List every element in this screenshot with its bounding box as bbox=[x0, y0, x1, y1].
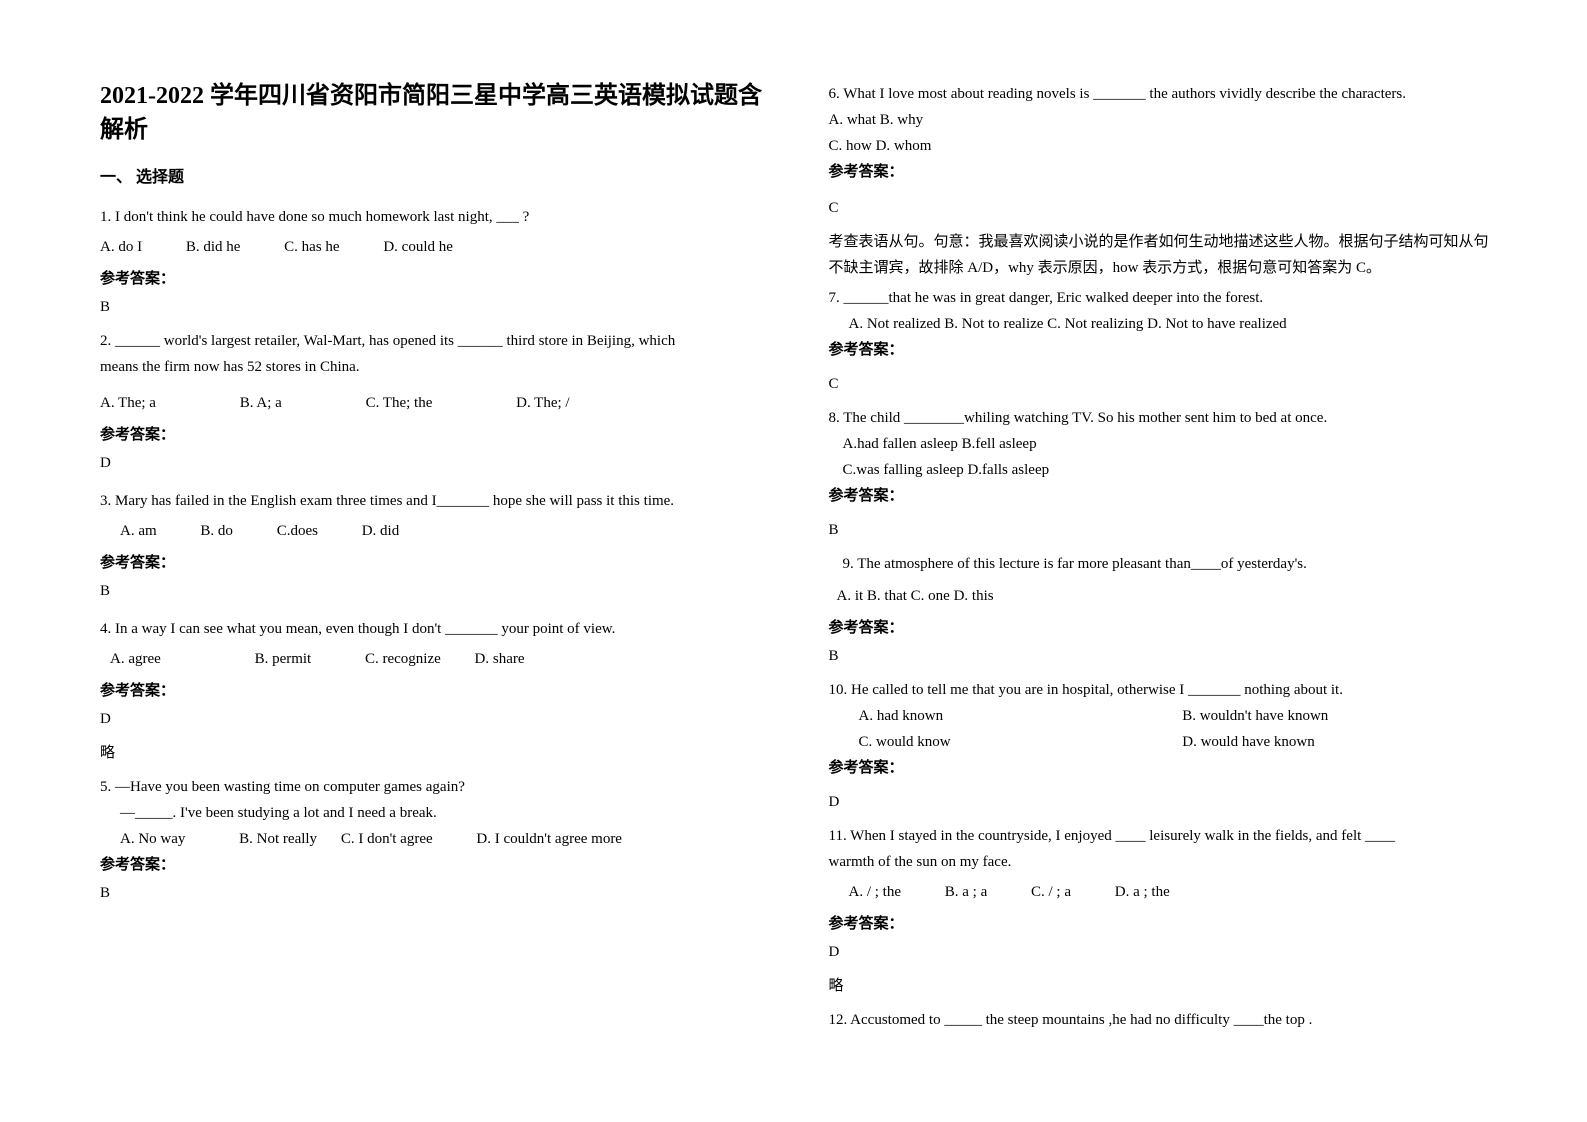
q10-answer: D bbox=[829, 790, 1508, 814]
q10-opts-row2: C. would know D. would have known bbox=[829, 730, 1508, 754]
q7-text: 7. ______that he was in great danger, Er… bbox=[829, 286, 1508, 310]
q4-options: A. agree B. permit C. recognize D. share bbox=[100, 647, 779, 671]
q1-opt-a: A. do I bbox=[100, 235, 142, 259]
q2-opt-b: B. A; a bbox=[240, 391, 282, 415]
q6-exp2: 不缺主谓宾，故排除 A/D，why 表示原因，how 表示方式，根据句意可知答案… bbox=[829, 256, 1508, 280]
q1-opt-b: B. did he bbox=[186, 235, 241, 259]
q12-text: 12. Accustomed to _____ the steep mounta… bbox=[829, 1008, 1508, 1032]
column-left: 2021-2022 学年四川省资阳市简阳三星中学高三英语模拟试题含解析 一、 选… bbox=[100, 80, 799, 1082]
q5-answer: B bbox=[100, 881, 779, 905]
q1-opt-c: C. has he bbox=[284, 235, 339, 259]
q4-opt-d: D. share bbox=[475, 647, 525, 671]
q3-opt-a: A. am bbox=[120, 519, 157, 543]
q9-answer-label: 参考答案： bbox=[829, 616, 1508, 640]
q4-note: 略 bbox=[100, 741, 779, 765]
q3-opt-b: B. do bbox=[200, 519, 233, 543]
q8-opts-b: C.was falling asleep D.falls asleep bbox=[829, 458, 1508, 482]
q5-opt-c: C. I don't agree bbox=[341, 831, 433, 847]
q4-text: 4. In a way I can see what you mean, eve… bbox=[100, 617, 779, 641]
q5-options: A. No way B. Not really C. I don't agree… bbox=[100, 827, 779, 851]
q1-opt-d: D. could he bbox=[383, 235, 453, 259]
q11-answer-label: 参考答案： bbox=[829, 912, 1508, 936]
q4-opt-b: B. permit bbox=[255, 647, 312, 671]
q11-opt-d: D. a ; the bbox=[1115, 880, 1170, 904]
q3-answer-label: 参考答案： bbox=[100, 551, 779, 575]
q10-opt-a: A. had known bbox=[829, 704, 1179, 728]
q11-note: 略 bbox=[829, 974, 1508, 998]
q7-answer: C bbox=[829, 372, 1508, 396]
q8-answer-label: 参考答案： bbox=[829, 484, 1508, 508]
q11-opt-b: B. a ; a bbox=[945, 880, 988, 904]
q4-answer: D bbox=[100, 707, 779, 731]
q2-opt-a: A. The; a bbox=[100, 391, 156, 415]
q1-options: A. do I B. did he C. has he D. could he bbox=[100, 235, 779, 259]
q6-opts-a: A. what B. why bbox=[829, 108, 1508, 132]
q2-options: A. The; a B. A; a C. The; the D. The; / bbox=[100, 391, 779, 415]
q5-text-b: —_____. I've been studying a lot and I n… bbox=[100, 801, 779, 825]
q2-answer-label: 参考答案： bbox=[100, 423, 779, 447]
q3-answer: B bbox=[100, 579, 779, 603]
q7-opts: A. Not realized B. Not to realize C. Not… bbox=[829, 312, 1508, 336]
q8-text: 8. The child ________whiling watching TV… bbox=[829, 406, 1508, 430]
q10-text: 10. He called to tell me that you are in… bbox=[829, 678, 1508, 702]
q5-opt-d: D. I couldn't agree more bbox=[476, 831, 622, 847]
q10-answer-label: 参考答案： bbox=[829, 756, 1508, 780]
doc-title: 2021-2022 学年四川省资阳市简阳三星中学高三英语模拟试题含解析 bbox=[100, 80, 779, 147]
q10-opt-b: B. wouldn't have known bbox=[1182, 708, 1328, 724]
column-right: 6. What I love most about reading novels… bbox=[799, 80, 1528, 1082]
q4-answer-label: 参考答案： bbox=[100, 679, 779, 703]
q11-text-a: 11. When I stayed in the countryside, I … bbox=[829, 824, 1508, 848]
q11-options: A. / ; the B. a ; a C. / ; a D. a ; the bbox=[829, 880, 1508, 904]
q2-opt-d: D. The; / bbox=[516, 391, 569, 415]
q11-opt-c: C. / ; a bbox=[1031, 880, 1071, 904]
q3-options: A. am B. do C.does D. did bbox=[100, 519, 779, 543]
q5-text-a: 5. —Have you been wasting time on comput… bbox=[100, 775, 779, 799]
section-heading: 一、 选择题 bbox=[100, 165, 779, 191]
q11-text-b: warmth of the sun on my face. bbox=[829, 850, 1508, 874]
q11-opt-a: A. / ; the bbox=[849, 880, 902, 904]
q7-answer-label: 参考答案： bbox=[829, 338, 1508, 362]
q2-opt-c: C. The; the bbox=[366, 391, 433, 415]
q2-text-a: 2. ______ world's largest retailer, Wal-… bbox=[100, 329, 779, 353]
q6-answer: C bbox=[829, 196, 1508, 220]
q5-opt-b: B. Not really bbox=[239, 831, 317, 847]
q6-answer-label: 参考答案： bbox=[829, 160, 1508, 184]
q6-text: 6. What I love most about reading novels… bbox=[829, 82, 1508, 106]
q2-text-b: means the firm now has 52 stores in Chin… bbox=[100, 355, 779, 379]
q8-answer: B bbox=[829, 518, 1508, 542]
q4-opt-c: C. recognize bbox=[365, 647, 441, 671]
q9-opts: A. it B. that C. one D. this bbox=[829, 584, 1508, 608]
q11-answer: D bbox=[829, 940, 1508, 964]
q4-opt-a: A. agree bbox=[110, 647, 161, 671]
q1-text: 1. I don't think he could have done so m… bbox=[100, 205, 779, 229]
q9-answer: B bbox=[829, 644, 1508, 668]
q8-opts-a: A.had fallen asleep B.fell asleep bbox=[829, 432, 1508, 456]
page: 2021-2022 学年四川省资阳市简阳三星中学高三英语模拟试题含解析 一、 选… bbox=[0, 0, 1587, 1122]
q3-text: 3. Mary has failed in the English exam t… bbox=[100, 489, 779, 513]
q1-answer-label: 参考答案： bbox=[100, 267, 779, 291]
q10-opt-d: D. would have known bbox=[1182, 734, 1314, 750]
q10-opt-c: C. would know bbox=[829, 730, 1179, 754]
q6-opts-b: C. how D. whom bbox=[829, 134, 1508, 158]
q3-opt-d: D. did bbox=[362, 519, 400, 543]
q2-answer: D bbox=[100, 451, 779, 475]
q9-text: 9. The atmosphere of this lecture is far… bbox=[829, 552, 1508, 576]
q6-exp1: 考查表语从句。句意：我最喜欢阅读小说的是作者如何生动地描述这些人物。根据句子结构… bbox=[829, 230, 1508, 254]
q1-answer: B bbox=[100, 295, 779, 319]
q10-opts-row1: A. had known B. wouldn't have known bbox=[829, 704, 1508, 728]
q5-opt-a: A. No way bbox=[120, 831, 185, 847]
q3-opt-c: C.does bbox=[277, 519, 318, 543]
q5-answer-label: 参考答案： bbox=[100, 853, 779, 877]
